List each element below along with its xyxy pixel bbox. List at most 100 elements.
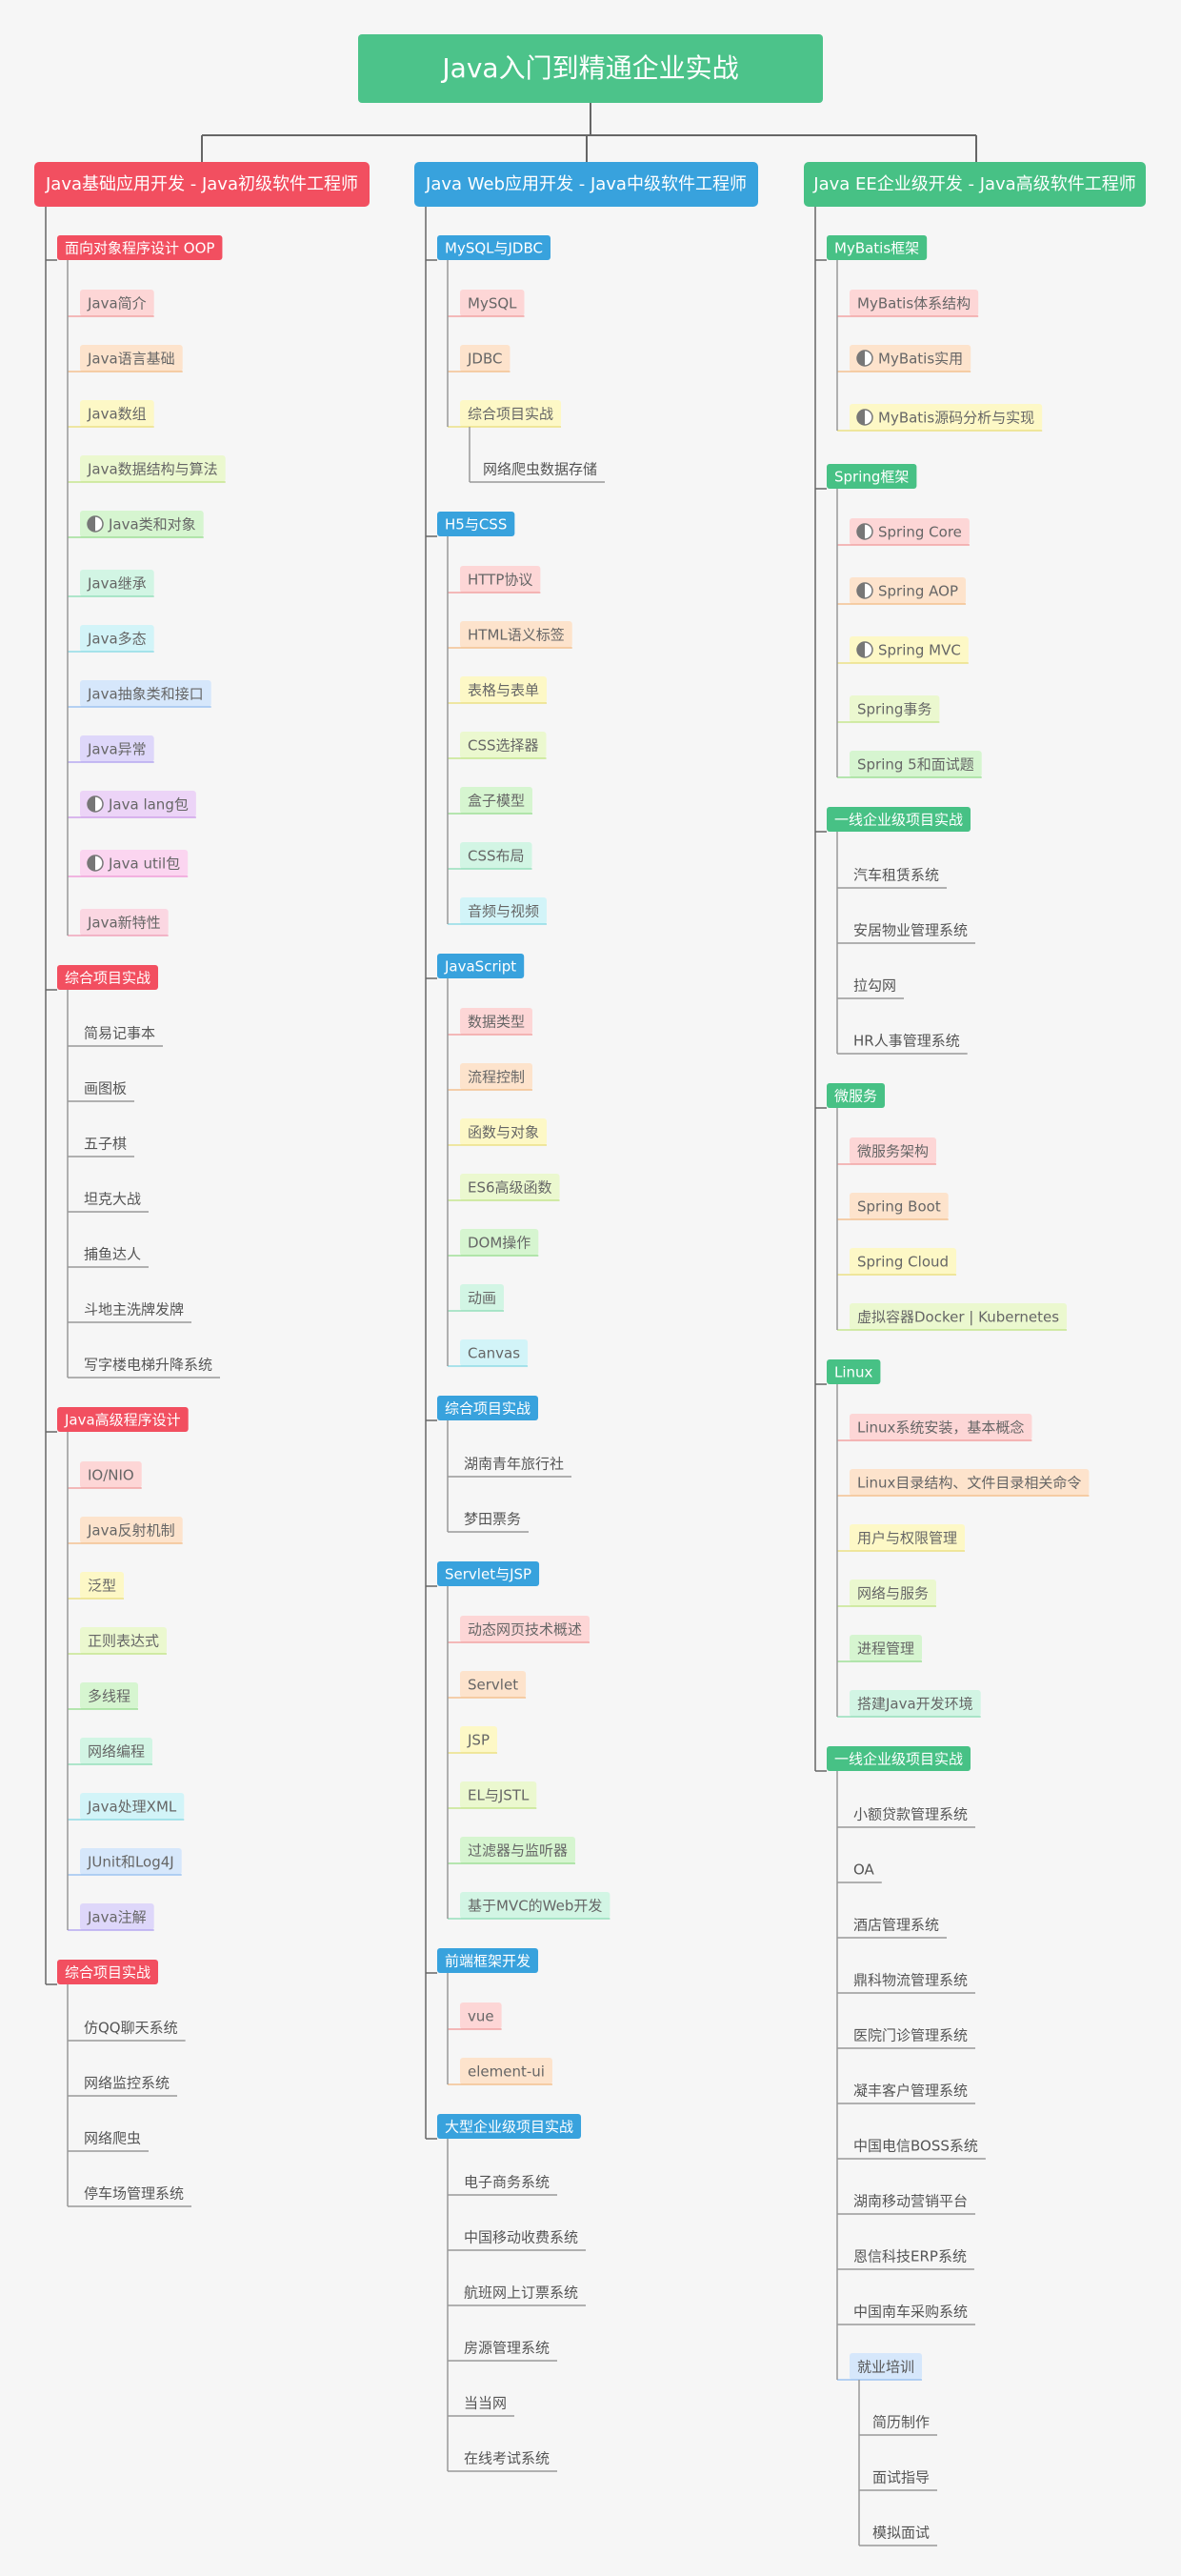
item-label-box (850, 751, 982, 777)
section-label: Spring框架 (834, 469, 909, 486)
item-label: 写字楼电梯升降系统 (84, 1357, 212, 1374)
sub-item-label: 简历制作 (872, 2414, 930, 2431)
item-label-box (850, 518, 970, 545)
item-label-box (460, 732, 547, 758)
section-label-box (57, 1407, 189, 1432)
item-label-box (850, 1635, 923, 1661)
section-label-box (437, 235, 550, 260)
item-label-box (80, 511, 204, 537)
item-label: 小额贷款管理系统 (853, 1806, 968, 1823)
item-label-box (80, 1738, 153, 1764)
item-label: 就业培训 (857, 2359, 914, 2376)
item-label-box (460, 400, 562, 427)
section-label: H5与CSS (445, 516, 507, 533)
progress-icon-half (857, 524, 865, 539)
item-label: 安居物业管理系统 (853, 922, 968, 939)
item-label-box (850, 1248, 957, 1275)
root-box (358, 34, 823, 103)
progress-icon-half (88, 516, 95, 532)
section-label: 前端框架开发 (445, 1953, 530, 1970)
progress-icon-half (857, 410, 865, 425)
item-label: 简易记事本 (84, 1025, 155, 1042)
item-label-box (850, 404, 1043, 431)
item-label-box (460, 566, 541, 593)
item-label-box (460, 842, 532, 869)
item-label: MyBatis源码分析与实现 (878, 410, 1034, 427)
progress-icon-half (88, 855, 95, 871)
item-label: Spring事务 (857, 701, 931, 718)
item-label-box (80, 455, 226, 482)
section-label-box (827, 807, 971, 832)
item-label: 中国电信BOSS系统 (853, 2138, 978, 2155)
item-label: 电子商务系统 (464, 2174, 550, 2191)
section-label: JavaScript (444, 958, 516, 976)
item-label-box (80, 735, 154, 762)
item-label: Servlet (468, 1677, 518, 1694)
item-label: 多线程 (88, 1688, 130, 1705)
item-label-box (80, 570, 154, 596)
item-label-box (460, 1339, 529, 1366)
item-label: CSS选择器 (468, 737, 539, 755)
item-label: Spring Cloud (857, 1254, 949, 1271)
item-label: Spring Core (878, 524, 962, 541)
item-label: 仿QQ聊天系统 (84, 2020, 178, 2037)
item-label-box (460, 1174, 560, 1200)
item-label-box (460, 1837, 576, 1863)
item-label: 酒店管理系统 (853, 1917, 939, 1934)
item-label: Spring Boot (857, 1198, 941, 1216)
item-label: EL与JSTL (468, 1787, 530, 1804)
item-label-box (850, 1469, 1090, 1496)
section-label: 一线企业级项目实战 (834, 1751, 963, 1768)
item-label: 坦克大战 (84, 1191, 141, 1208)
sub-item-label: 模拟面试 (872, 2525, 930, 2542)
item-label: 正则表达式 (88, 1633, 159, 1650)
item-label: 音频与视频 (468, 903, 539, 920)
item-label: 数据类型 (468, 1014, 525, 1031)
item-label: Java抽象类和接口 (87, 686, 204, 703)
branch-box (34, 162, 370, 207)
item-label: OA (853, 1862, 875, 1879)
item-label: 综合项目实战 (468, 406, 553, 423)
section-label: Servlet与JSP (445, 1566, 531, 1583)
item-label: Java反射机制 (87, 1522, 175, 1540)
item-label-box (460, 1892, 611, 1919)
item-label: vue (468, 2008, 494, 2025)
branch-box (414, 162, 758, 207)
item-label: IO/NIO (88, 1467, 134, 1484)
item-label-box (80, 625, 154, 652)
section-label: 综合项目实战 (65, 970, 150, 987)
item-label-box (80, 850, 189, 876)
section-label-box (827, 464, 917, 489)
item-label-box (80, 1572, 125, 1599)
item-label: HR人事管理系统 (853, 1033, 960, 1050)
item-label-box (460, 2002, 502, 2029)
item-label: Java语言基础 (87, 351, 175, 368)
item-label: 泛型 (88, 1578, 116, 1595)
sub-item-label: 面试指导 (872, 2469, 930, 2486)
item-label: Spring 5和面试题 (857, 756, 974, 774)
branch-label: Java Web应用开发 - Java中级软件工程师 (425, 174, 747, 194)
item-label: 函数与对象 (468, 1124, 539, 1141)
item-label: Java简介 (87, 295, 147, 312)
item-label-box (80, 1627, 168, 1654)
item-label: 五子棋 (84, 1136, 127, 1153)
item-label: 医院门诊管理系统 (853, 2027, 968, 2044)
item-label-box (460, 676, 548, 703)
section-label: Linux (834, 1364, 873, 1381)
item-label: 流程控制 (468, 1069, 525, 1086)
item-label-box (80, 680, 211, 707)
item-label: Java继承 (87, 575, 147, 593)
item-label: MySQL (468, 295, 517, 312)
item-label: 捕鱼达人 (84, 1246, 141, 1263)
item-label: DOM操作 (468, 1235, 530, 1252)
item-label: 动态网页技术概述 (468, 1621, 582, 1639)
item-label: 基于MVC的Web开发 (468, 1898, 602, 1915)
branch-label: Java基础应用开发 - Java初级软件工程师 (45, 174, 358, 194)
item-label: HTTP协议 (468, 572, 532, 589)
item-label: Linux系统安装，基本概念 (857, 1419, 1024, 1437)
item-label: 网络与服务 (857, 1585, 929, 1602)
item-label-box (80, 791, 196, 817)
section-label: 一线企业级项目实战 (834, 812, 963, 829)
